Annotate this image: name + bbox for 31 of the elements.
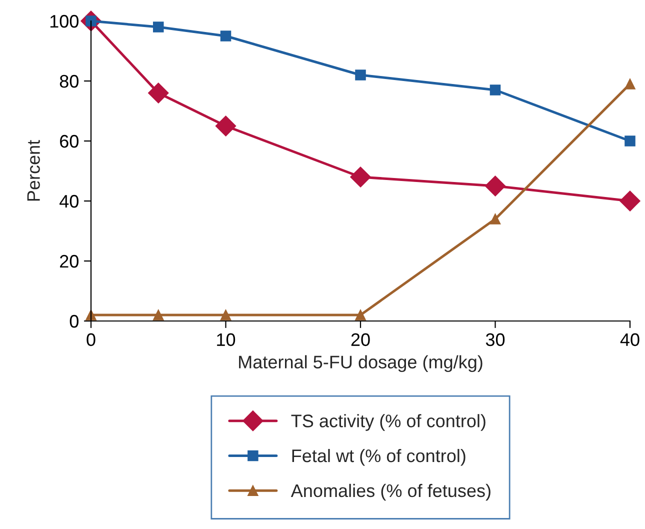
point bbox=[484, 176, 506, 196]
x-tick-label: 40 bbox=[620, 333, 640, 346]
x-tick-label: 10 bbox=[217, 333, 236, 346]
y-axis-title: Percent bbox=[27, 140, 40, 201]
legend-label: Anomalies (% of fetuses) bbox=[290, 484, 490, 501]
x-axis-title: Maternal 5-FU dosage (mg/kg) bbox=[239, 355, 482, 372]
point bbox=[490, 214, 501, 224]
y-tick-label: 100 bbox=[50, 14, 78, 28]
point bbox=[490, 84, 501, 96]
point bbox=[152, 22, 164, 32]
y-tick-label: 40 bbox=[60, 194, 78, 208]
y-tick-label: 20 bbox=[60, 254, 78, 268]
y-tick-label: 80 bbox=[60, 74, 78, 88]
x-tick-label: 30 bbox=[486, 333, 505, 346]
point bbox=[220, 30, 232, 42]
point bbox=[620, 190, 640, 212]
point bbox=[624, 78, 636, 90]
x-tick-label: 20 bbox=[351, 333, 370, 346]
legend-label: Fetal wt (% of control) bbox=[292, 448, 466, 466]
point bbox=[220, 310, 232, 320]
y-tick-label: 0 bbox=[70, 314, 78, 328]
point bbox=[152, 310, 164, 320]
point bbox=[215, 116, 236, 136]
point bbox=[355, 70, 366, 80]
point bbox=[355, 310, 366, 320]
x-tick-label: 0 bbox=[86, 333, 96, 346]
legend-label: TS activity (% of control) bbox=[291, 414, 486, 431]
point bbox=[624, 136, 636, 146]
y-tick-label: 60 bbox=[60, 134, 78, 148]
point bbox=[350, 166, 371, 188]
point bbox=[148, 82, 169, 104]
